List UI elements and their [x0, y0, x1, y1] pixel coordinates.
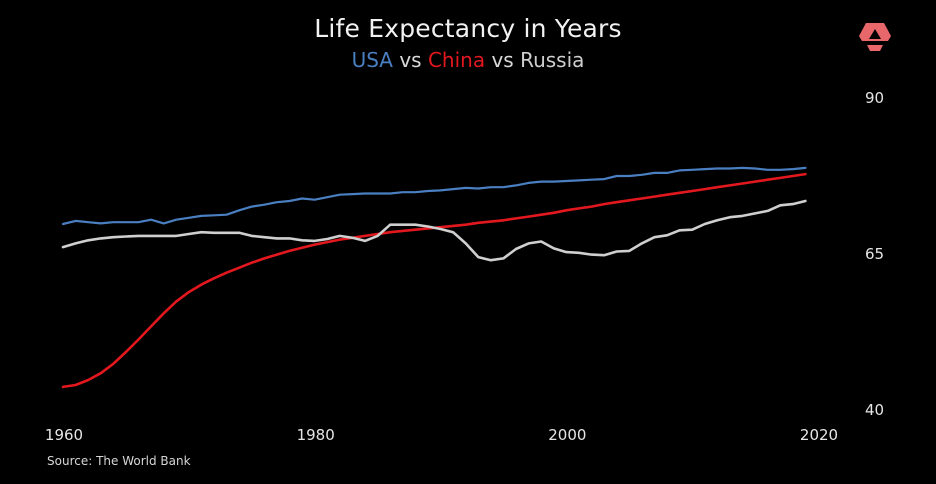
chart-title: Life Expectancy in Years [314, 14, 622, 43]
x-tick-label: 1960 [45, 426, 83, 444]
subtitle-usa: USA [351, 48, 393, 72]
y-tick-label: 90 [865, 89, 884, 107]
x-tick-label: 2000 [548, 426, 586, 444]
subtitle-vs-1: vs [392, 48, 428, 72]
series-line-russia [61, 199, 807, 262]
series-line-china [61, 172, 807, 389]
subtitle-china: China [427, 48, 486, 72]
x-tick-label: 1980 [297, 426, 335, 444]
y-tick-label: 40 [865, 401, 884, 419]
subtitle-vs-2: vs [485, 48, 521, 72]
chart-subtitle: USA vs China vs Russia [0, 48, 936, 72]
series-line-usa [61, 166, 807, 226]
y-axis-ticks: 40 65 90 [865, 89, 884, 419]
x-axis-ticks: 1960 1980 2000 2020 [45, 426, 838, 444]
y-tick-label: 65 [865, 245, 884, 263]
subtitle-russia: Russia [520, 48, 585, 72]
x-tick-label: 2020 [800, 426, 838, 444]
brand-logo-icon [859, 23, 891, 51]
series-layer [61, 166, 807, 389]
source-note: Source: The World Bank [47, 454, 191, 468]
